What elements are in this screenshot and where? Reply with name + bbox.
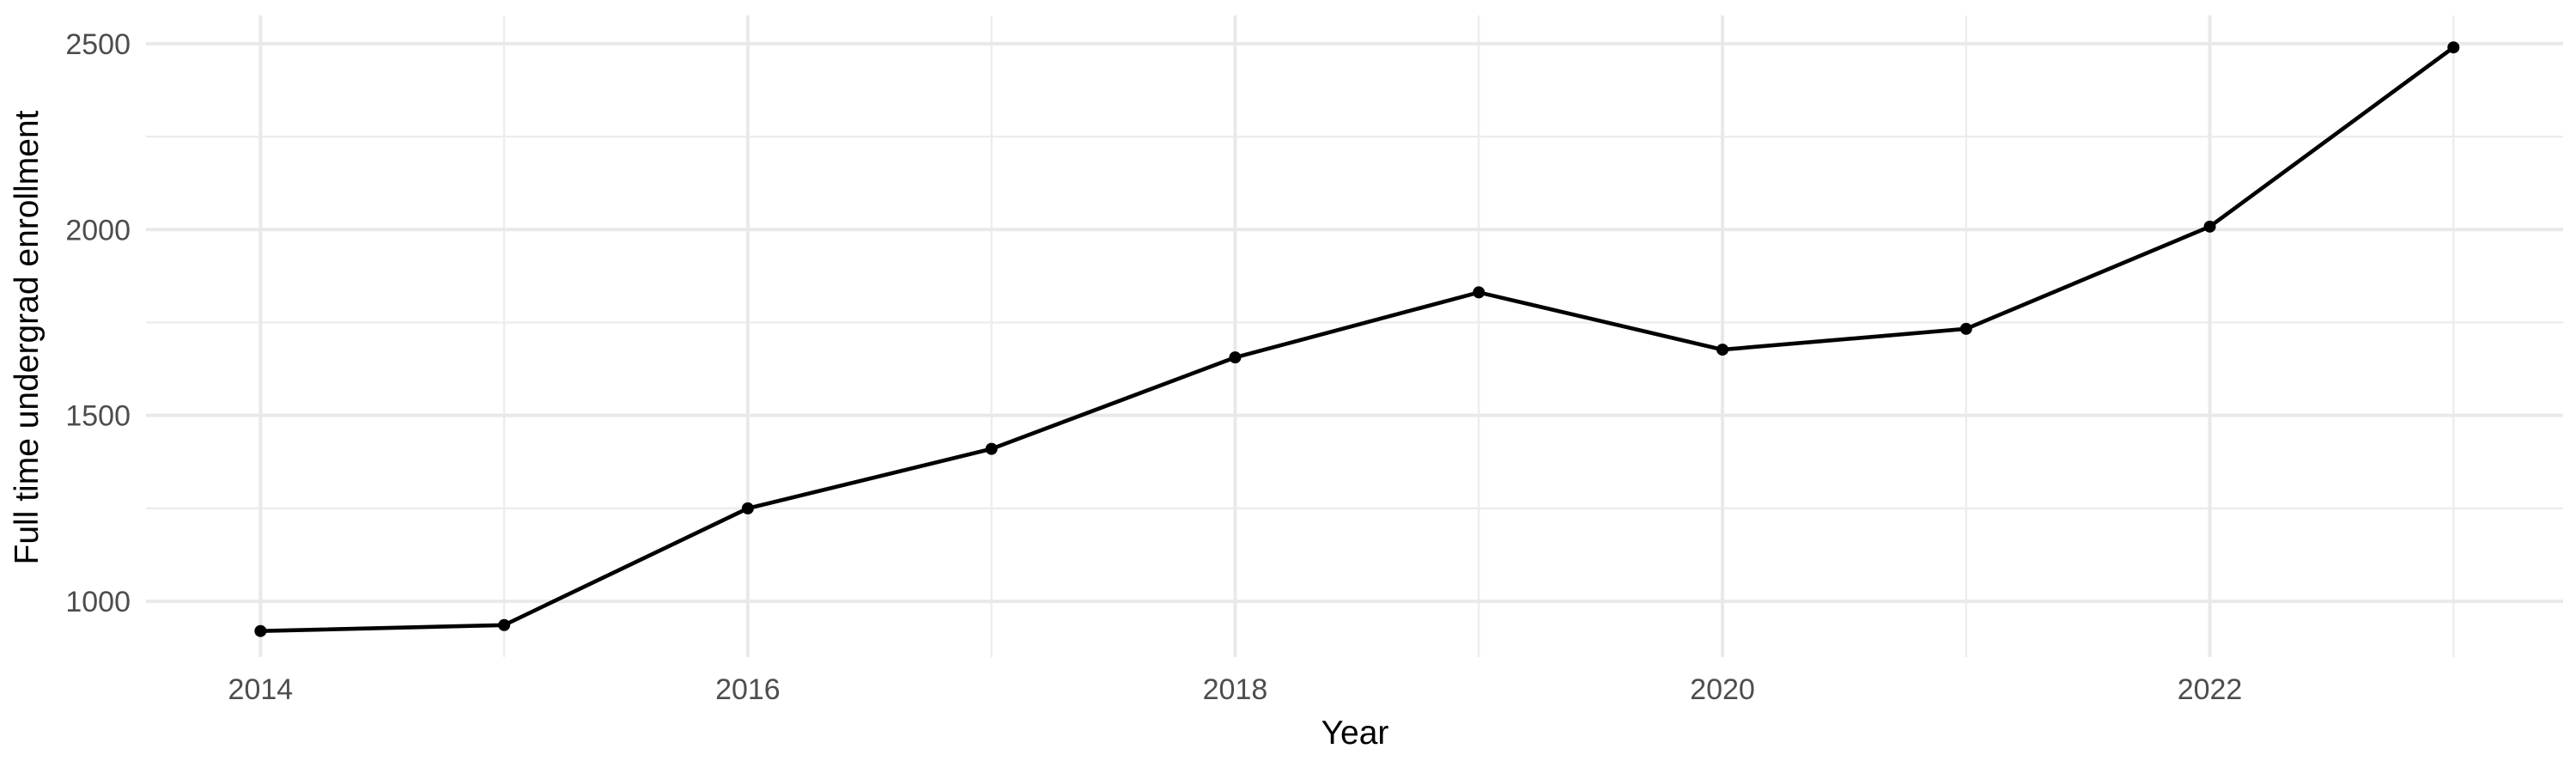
data-point-2021: [1959, 322, 1972, 335]
x-axis-title: Year: [1321, 715, 1389, 752]
data-point-2020: [1716, 344, 1728, 356]
x-axis-tick-labels: 2014 2016 2018 2020 2022: [228, 673, 2243, 706]
series-line: [258, 45, 2456, 634]
y-tick-label: 1000: [65, 586, 131, 618]
y-axis-tick-labels: 1000 1500 2000 2500: [65, 28, 131, 618]
data-point-2017: [985, 442, 998, 455]
y-tick-label: 1500: [65, 400, 131, 433]
data-point-2014: [254, 624, 267, 637]
data-point-2023: [2447, 41, 2460, 54]
y-axis-title: Full time undergrad enrollment: [9, 110, 46, 564]
data-point-2016: [741, 502, 754, 514]
data-point-2015: [498, 618, 511, 631]
x-tick-label: 2018: [1203, 673, 1268, 706]
data-series-layer: [254, 41, 2460, 637]
y-tick-label: 2000: [65, 214, 131, 247]
minor-gridlines: [146, 15, 2563, 657]
major-gridlines: [146, 15, 2563, 657]
x-tick-label: 2020: [1690, 673, 1755, 706]
x-tick-label: 2022: [2178, 673, 2243, 706]
y-tick-label: 2500: [65, 28, 131, 61]
x-tick-label: 2014: [228, 673, 294, 706]
x-tick-label: 2016: [715, 673, 781, 706]
data-point-2018: [1229, 351, 1242, 364]
data-point-2019: [1473, 286, 1485, 299]
data-point-2022: [2203, 220, 2216, 233]
